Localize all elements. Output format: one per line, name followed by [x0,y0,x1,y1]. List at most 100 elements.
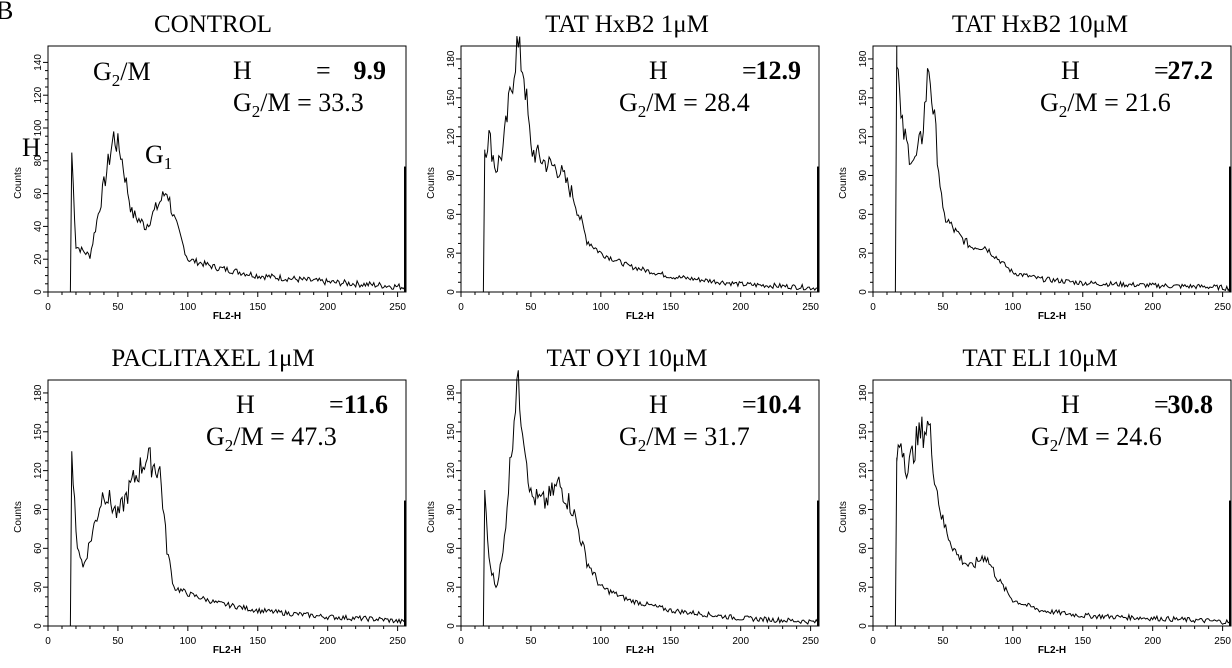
g2m-label-tail: /M = [646,422,704,451]
y-tick-label: 100 [33,119,44,136]
h-equals: = [1154,56,1169,85]
panel-title: TAT HxB2 10μM [952,11,1128,38]
x-tick-label: 0 [870,636,876,647]
g2m-value: 33.3 [318,88,364,117]
x-axis-label: FL2-H [213,311,241,322]
g2m-label-tail: /M = [1058,422,1116,451]
x-tick-label: 50 [112,302,124,313]
peak-label-g2m: G2/M [93,57,151,90]
x-axis-label: FL2-H [1038,311,1066,322]
x-tick-label: 200 [319,636,336,647]
g2m-label: G2/M = 24.6 [1031,422,1162,455]
y-tick-label: 180 [858,50,869,67]
x-tick-label: 250 [1214,302,1231,313]
g2m-label-sub: 2 [1059,102,1068,121]
g2m-label-sub: 2 [1050,436,1059,455]
panel-letter: B [0,0,14,25]
histogram-panel-6: TAT ELI 10μM 0 30 60 90 120 150 180 Counts 0 50 100… [838,345,1232,656]
x-tick-label: 0 [458,636,464,647]
y-axis-label: Counts [13,501,24,533]
y-tick-label: 90 [33,503,44,515]
x-tick-label: 100 [180,302,197,313]
x-tick-label: 50 [112,636,124,647]
x-axis-label: FL2-H [626,645,654,656]
g2m-label-sub: 2 [638,102,647,121]
x-axis-label: FL2-H [213,645,241,656]
h-value: 30.8 [1168,390,1214,419]
h-equals: = [1154,390,1169,419]
y-axis-label: Counts [13,167,24,199]
h-equals: = [742,56,757,85]
panel-title: CONTROL [154,11,272,38]
y-tick-label: 0 [858,289,869,295]
x-tick-label: 50 [525,636,537,647]
peak-label-g2m-sub: 2 [112,71,121,90]
histogram-line [48,131,405,293]
y-tick-label: 30 [33,581,44,593]
y-tick-label: 180 [446,50,457,67]
x-tick-label: 150 [1074,636,1091,647]
peak-label-g2m-tail: /M [120,57,150,86]
y-tick-label: 150 [33,423,44,440]
y-tick-label: 150 [446,423,457,440]
y-tick-label: 30 [446,581,457,593]
y-axis-label: Counts [426,167,437,199]
y-tick-label: 120 [446,462,457,479]
g2m-label: G2/M = 31.7 [619,422,750,455]
x-tick-label: 50 [937,636,949,647]
x-tick-label: 0 [45,636,51,647]
y-tick-label: 30 [858,581,869,593]
panel-title: TAT ELI 10μM [962,345,1117,372]
x-tick-label: 200 [1144,302,1161,313]
x-tick-label: 200 [732,302,749,313]
histogram-line [873,416,1230,627]
y-tick-label: 150 [858,423,869,440]
y-tick-label: 120 [858,462,869,479]
peak-label-h: H [22,133,41,162]
g2m-value: 21.6 [1125,88,1171,117]
y-tick-label: 120 [858,128,869,145]
h-value: 11.6 [344,390,388,419]
y-tick-label: 180 [33,384,44,401]
y-tick-label: 120 [446,128,457,145]
g2m-label-tail: /M = [260,88,318,117]
y-tick-label: 120 [33,462,44,479]
h-value: 9.9 [354,56,387,85]
x-tick-label: 150 [1074,302,1091,313]
y-tick-label: 90 [446,503,457,515]
y-tick-label: 60 [858,208,869,220]
g2m-label-tail: /M = [233,422,291,451]
x-tick-label: 0 [458,302,464,313]
h-label: H [236,390,255,419]
histogram-line [461,36,818,293]
peak-label-g1: G1 [145,140,172,173]
y-tick-label: 20 [33,253,44,265]
x-tick-label: 200 [319,302,336,313]
histogram-line [461,370,819,627]
x-tick-label: 200 [1144,636,1161,647]
g2m-label-sub: 2 [252,102,261,121]
h-value: 12.9 [756,56,802,85]
y-tick-label: 60 [33,188,44,200]
panel-title: TAT OYI 10μM [547,345,708,372]
g2m-label: G2/M = 47.3 [206,422,337,455]
x-tick-label: 100 [1005,302,1022,313]
y-tick-label: 60 [446,208,457,220]
h-label: H [649,390,668,419]
y-tick-label: 90 [858,169,869,181]
h-label: H [1061,390,1080,419]
x-tick-label: 250 [802,636,819,647]
x-tick-label: 250 [1214,636,1231,647]
g2m-label-sub: 2 [225,436,234,455]
y-tick-label: 40 [33,220,44,232]
h-label: H [1061,56,1080,85]
y-tick-label: 140 [33,54,44,71]
x-tick-label: 100 [1005,636,1022,647]
y-tick-label: 180 [858,384,869,401]
x-tick-label: 150 [662,302,679,313]
y-tick-label: 0 [858,623,869,629]
h-equals: = [742,390,757,419]
x-tick-label: 150 [249,302,266,313]
